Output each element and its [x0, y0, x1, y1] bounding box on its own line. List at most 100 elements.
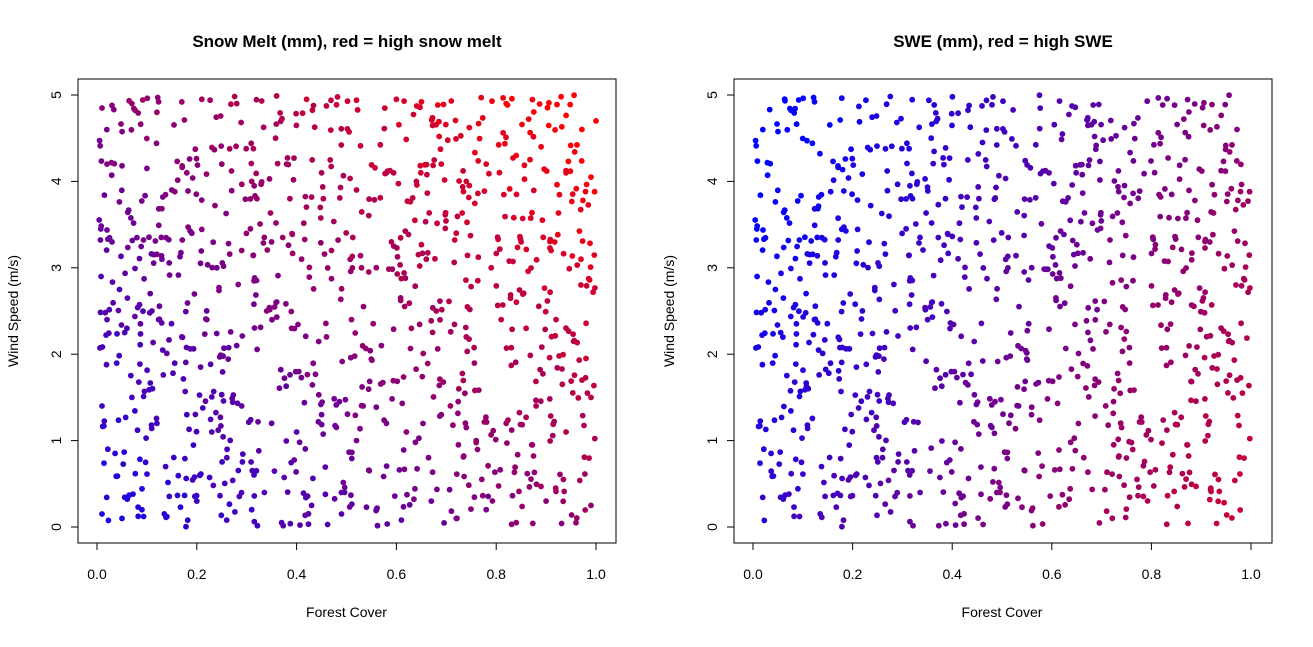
swe-point: [1075, 350, 1082, 357]
melt-point: [139, 485, 145, 492]
swe-point: [1236, 422, 1242, 429]
melt-point: [412, 283, 419, 290]
swe-x-tick-label: 0.6: [1042, 566, 1062, 582]
swe-point: [1092, 413, 1098, 419]
melt-point: [225, 356, 232, 362]
swe-point: [852, 392, 859, 398]
melt-point: [121, 449, 128, 455]
melt-point: [529, 442, 536, 448]
swe-point: [903, 459, 910, 465]
melt-point: [479, 115, 486, 121]
melt-point: [110, 106, 117, 113]
melt-point: [231, 93, 238, 100]
melt-point: [417, 104, 423, 111]
swe-point: [1039, 463, 1045, 469]
melt-point: [397, 295, 404, 301]
melt-point: [185, 224, 192, 231]
melt-point: [448, 98, 455, 104]
melt-point: [144, 165, 150, 172]
swe-point: [1130, 254, 1137, 261]
swe-point: [1201, 99, 1207, 106]
swe-point: [865, 264, 871, 271]
swe-point: [991, 196, 998, 203]
melt-point: [460, 188, 467, 195]
swe-point: [990, 237, 997, 244]
swe-point: [1089, 486, 1096, 493]
melt-point: [310, 475, 316, 482]
melt-point: [250, 252, 256, 259]
melt-point: [312, 371, 319, 378]
swe-point: [787, 105, 793, 112]
melt-point: [366, 378, 373, 385]
swe-point: [1220, 328, 1227, 335]
swe-point: [799, 435, 805, 441]
swe-point: [1186, 187, 1192, 194]
swe-point: [982, 157, 989, 163]
swe-point: [838, 226, 845, 233]
melt-point: [336, 195, 343, 201]
swe-point: [848, 411, 855, 418]
swe-point: [1090, 102, 1097, 108]
swe-point: [1056, 503, 1062, 510]
melt-point: [235, 281, 242, 288]
swe-point: [1032, 194, 1039, 201]
melt-point: [513, 299, 520, 306]
swe-point: [781, 403, 787, 410]
swe-point: [1164, 492, 1171, 499]
melt-point: [333, 402, 340, 408]
swe-point: [1058, 136, 1065, 143]
melt-point: [495, 141, 502, 148]
swe-point: [1194, 217, 1201, 224]
swe-point: [835, 215, 841, 222]
swe-point: [1119, 252, 1126, 259]
swe-point: [888, 143, 895, 150]
swe-point: [1164, 427, 1170, 433]
swe-point: [989, 101, 995, 108]
melt-point: [178, 99, 185, 105]
melt-point: [453, 136, 459, 142]
swe-point: [1182, 129, 1189, 136]
swe-point: [816, 372, 822, 378]
swe-point: [881, 344, 888, 351]
melt-point: [181, 492, 188, 499]
swe-point: [1062, 501, 1068, 508]
melt-y-tick-label: 4: [48, 177, 64, 185]
swe-point: [911, 447, 918, 454]
swe-point: [780, 496, 787, 502]
swe-point: [835, 164, 841, 171]
swe-point: [1195, 370, 1201, 377]
melt-point: [533, 397, 539, 404]
swe-point: [1131, 120, 1137, 127]
melt-point: [137, 341, 144, 348]
melt-point: [344, 125, 351, 132]
melt-point: [394, 271, 401, 277]
swe-point: [1123, 283, 1130, 290]
swe-point: [952, 500, 959, 507]
melt-point: [584, 390, 591, 396]
melt-point: [304, 493, 311, 500]
melt-point: [258, 181, 264, 188]
melt-point: [339, 358, 346, 365]
swe-point: [761, 236, 767, 243]
melt-point: [303, 204, 310, 211]
melt-point: [332, 422, 338, 429]
melt-point: [207, 361, 214, 368]
melt-point: [533, 403, 539, 409]
swe-point: [1118, 424, 1125, 431]
swe-point: [1188, 256, 1195, 263]
swe-point: [946, 155, 953, 162]
swe-point: [771, 307, 778, 314]
melt-point: [591, 382, 597, 389]
melt-point: [163, 350, 170, 357]
swe-point: [928, 445, 935, 451]
melt-point: [218, 391, 225, 398]
melt-point: [454, 213, 461, 220]
swe-point: [1096, 520, 1103, 526]
swe-point: [1245, 198, 1251, 205]
melt-point: [378, 342, 385, 349]
melt-point: [293, 122, 300, 129]
melt-point: [279, 115, 285, 122]
melt-point: [430, 394, 437, 400]
melt-point: [502, 140, 508, 147]
melt-point: [527, 352, 534, 359]
